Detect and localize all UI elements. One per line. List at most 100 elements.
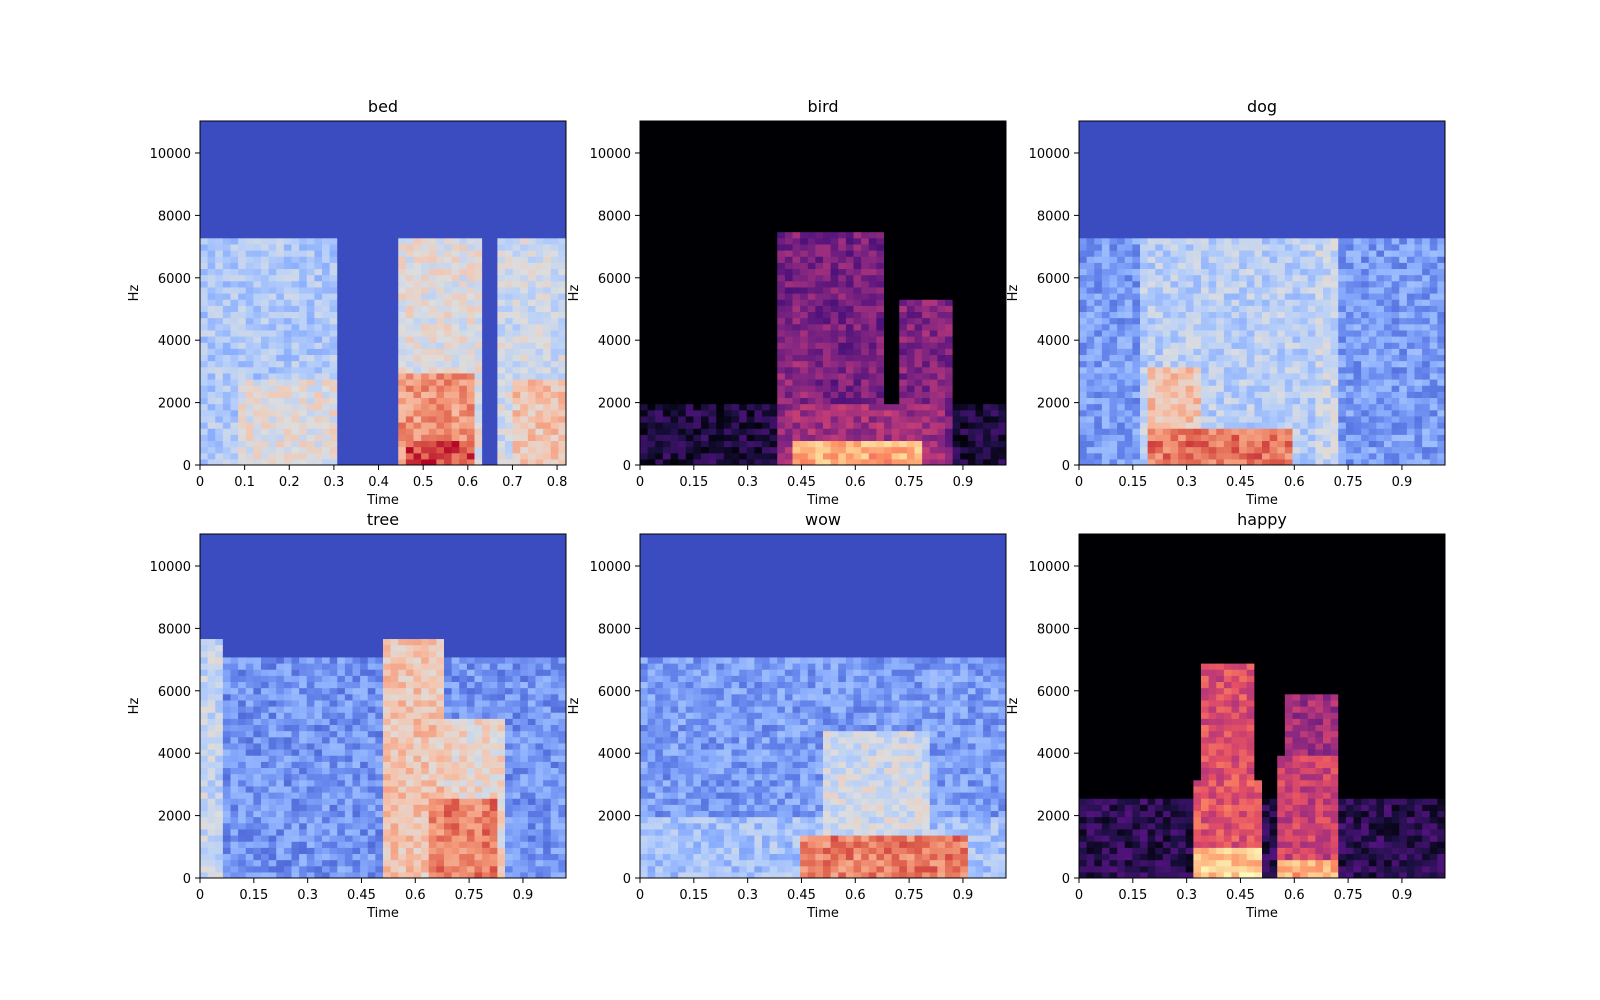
spectrogram-cell bbox=[945, 366, 954, 374]
spectrogram-cell bbox=[527, 139, 537, 147]
spectrogram-cell bbox=[838, 403, 847, 411]
spectrogram-cell bbox=[708, 409, 717, 417]
spectrogram-cell bbox=[283, 243, 293, 251]
spectrogram-cell bbox=[489, 145, 498, 153]
spectrogram-cell bbox=[769, 428, 778, 435]
spectrogram-cell bbox=[489, 329, 498, 337]
spectrogram-cell bbox=[520, 237, 529, 245]
spectrogram-cell bbox=[299, 317, 308, 325]
axes-frame bbox=[199, 120, 567, 466]
spectrogram-cell bbox=[784, 237, 794, 245]
spectrogram-cell bbox=[466, 434, 476, 442]
spectrogram-cell bbox=[375, 360, 384, 368]
spectrogram-cell bbox=[207, 360, 216, 368]
spectrogram-cell bbox=[558, 299, 566, 306]
spectrogram-cell bbox=[830, 360, 839, 368]
spectrogram-cell bbox=[868, 170, 877, 177]
spectrogram-cell bbox=[299, 188, 308, 196]
spectrogram-cell bbox=[868, 213, 877, 220]
spectrogram-cell bbox=[754, 391, 763, 399]
spectrogram-cell bbox=[207, 354, 216, 362]
spectrogram-cell bbox=[868, 145, 877, 153]
spectrogram-cell bbox=[428, 329, 437, 337]
spectrogram-cell bbox=[512, 139, 521, 147]
spectrogram-cell bbox=[754, 250, 763, 257]
spectrogram-cell bbox=[731, 379, 740, 386]
spectrogram-cell bbox=[413, 434, 422, 442]
spectrogram-cell bbox=[830, 415, 839, 423]
spectrogram-cell bbox=[291, 157, 300, 165]
spectrogram-cell bbox=[655, 293, 664, 300]
spectrogram-cell bbox=[200, 200, 209, 208]
spectrogram-cell bbox=[413, 280, 422, 288]
spectrogram-cell bbox=[929, 127, 938, 134]
spectrogram-cell bbox=[383, 366, 392, 374]
spectrogram-cell bbox=[922, 379, 931, 386]
spectrogram-cell bbox=[306, 317, 315, 325]
spectrogram-cell bbox=[861, 391, 870, 399]
spectrogram-cell bbox=[527, 250, 537, 257]
spectrogram-cell bbox=[647, 342, 656, 349]
spectrogram-cell bbox=[413, 170, 422, 177]
spectrogram-cell bbox=[838, 170, 847, 177]
spectrogram-cell bbox=[670, 293, 679, 300]
spectrogram-cell bbox=[640, 157, 649, 165]
spectrogram-cell bbox=[655, 176, 664, 184]
spectrogram-cell bbox=[723, 164, 733, 171]
spectrogram-cell bbox=[754, 317, 763, 325]
spectrogram-cell bbox=[838, 415, 847, 423]
spectrogram-cell bbox=[807, 139, 816, 147]
spectrogram-cell bbox=[723, 121, 733, 128]
spectrogram-cell bbox=[375, 256, 384, 263]
spectrogram-cell bbox=[731, 342, 740, 349]
spectrogram-cell bbox=[306, 139, 315, 147]
spectrogram-cell bbox=[291, 237, 300, 245]
spectrogram-cell bbox=[678, 219, 687, 227]
spectrogram-cell bbox=[527, 348, 537, 356]
spectrogram-cell bbox=[306, 293, 315, 300]
spectrogram-cell bbox=[520, 354, 529, 362]
spectrogram-cell bbox=[899, 342, 908, 349]
spectrogram-cell bbox=[512, 403, 521, 411]
spectrogram-cell bbox=[535, 403, 544, 411]
spectrogram-cell bbox=[268, 403, 277, 411]
spectrogram-cell bbox=[337, 139, 346, 147]
spectrogram-cell bbox=[640, 280, 649, 288]
spectrogram-cell bbox=[670, 409, 679, 417]
spectrogram-cell bbox=[505, 458, 514, 465]
spectrogram-cell bbox=[701, 219, 710, 227]
spectrogram-cell bbox=[647, 121, 656, 128]
spectrogram-cell bbox=[777, 127, 786, 134]
spectrogram-cell bbox=[306, 409, 315, 417]
spectrogram-cell bbox=[670, 268, 679, 276]
spectrogram-cell bbox=[655, 422, 664, 429]
spectrogram-cell bbox=[716, 151, 725, 159]
spectrogram-cell bbox=[558, 452, 566, 460]
spectrogram-cell bbox=[906, 151, 916, 159]
spectrogram-cell bbox=[906, 170, 916, 177]
spectrogram-cell bbox=[383, 446, 392, 454]
spectrogram-cell bbox=[723, 250, 733, 257]
spectrogram-cell bbox=[640, 164, 649, 171]
spectrogram-cell bbox=[685, 237, 694, 245]
spectrogram-cell bbox=[815, 213, 824, 220]
spectrogram-cell bbox=[716, 133, 725, 141]
spectrogram-cell bbox=[444, 200, 453, 208]
spectrogram-cell bbox=[482, 274, 491, 282]
spectrogram-cell bbox=[253, 348, 262, 356]
spectrogram-cell bbox=[200, 182, 209, 190]
spectrogram-cell bbox=[200, 237, 209, 245]
spectrogram-cell bbox=[466, 458, 476, 465]
spectrogram-cell bbox=[838, 121, 847, 128]
spectrogram-cell bbox=[436, 274, 445, 282]
spectrogram-cell bbox=[723, 176, 733, 184]
spectrogram-cell bbox=[505, 127, 514, 134]
spectrogram-cell bbox=[647, 354, 656, 362]
spectrogram-cell bbox=[784, 446, 794, 454]
spectrogram-cell bbox=[512, 299, 521, 306]
spectrogram-cell bbox=[891, 323, 900, 331]
spectrogram-cell bbox=[716, 268, 725, 276]
spectrogram-cell bbox=[360, 250, 369, 257]
spectrogram-cell bbox=[558, 262, 566, 270]
spectrogram-cell bbox=[421, 145, 430, 153]
